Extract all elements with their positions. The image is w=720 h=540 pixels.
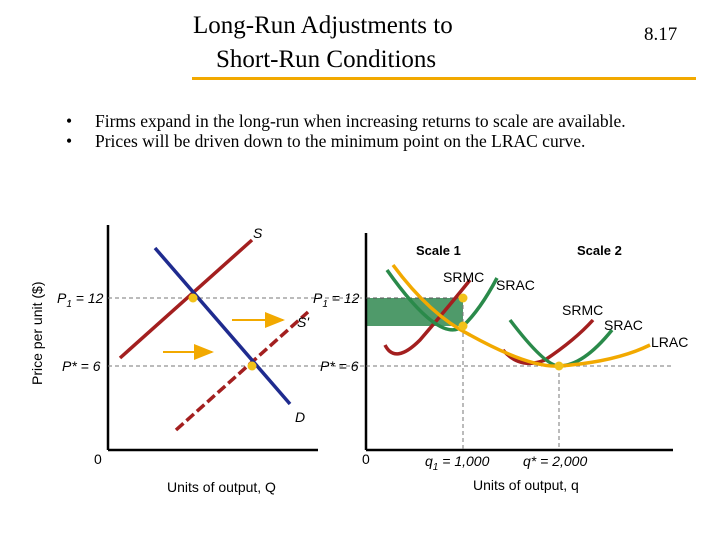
equilibrium-point-pstar (247, 361, 257, 371)
supply-curve-s (118, 238, 254, 360)
label-s-prime: S' (297, 314, 310, 330)
right-firm-graph: Scale 1 Scale 2 SRMC SRAC SRMC SRAC LRAC… (313, 233, 688, 493)
label-scale1: Scale 1 (416, 243, 461, 258)
title-divider (192, 77, 696, 80)
slide-title-line1: Long-Run Adjustments to (193, 12, 453, 39)
qstar-label: q* = 2,000 (523, 453, 587, 469)
bullet-item: • Prices will be driven down to the minim… (62, 131, 712, 151)
label-srmc-2: SRMC (562, 302, 603, 318)
label-s: S (253, 225, 263, 241)
equilibrium-point-p1 (188, 293, 198, 303)
point-lrac-min (554, 361, 564, 371)
bullet-item: • Firms expand in the long-run when incre… (62, 111, 712, 131)
left-p1-label: P1 = 12 (57, 290, 104, 310)
label-lrac: LRAC (651, 334, 688, 350)
label-scale2: Scale 2 (577, 243, 622, 258)
bullet-text-2: Prices will be driven down to the minimu… (95, 131, 586, 151)
left-origin: 0 (94, 451, 102, 467)
left-market-graph: S S' D P1 = 12 P* = 6 0 Price per unit (… (29, 225, 365, 495)
bullet-dot: • (66, 131, 73, 151)
label-srac-1: SRAC (496, 277, 535, 293)
bullet-dot: • (66, 111, 73, 131)
demand-curve-d (153, 246, 292, 406)
y-axis-label: Price per unit ($) (29, 282, 45, 385)
slide-title-line2: Short-Run Conditions (216, 46, 437, 73)
right-p1-label: P1 = 12 (313, 290, 360, 310)
bullet-text-1: Firms expand in the long-run when increa… (95, 111, 626, 131)
slide-number: 8.17 (644, 24, 678, 45)
bullet-list: • Firms expand in the long-run when incre… (62, 111, 712, 151)
lrac-curve (391, 263, 651, 368)
point-scale1-srac-min (458, 321, 468, 331)
left-x-axis-label: Units of output, Q (167, 479, 276, 495)
left-pstar-label: P* = 6 (62, 358, 101, 374)
right-origin: 0 (362, 451, 370, 467)
right-x-axis-label: Units of output, q (473, 477, 579, 493)
supply-curve-s-prime (174, 310, 310, 432)
point-scale1-price (458, 293, 468, 303)
q1-label: q1 = 1,000 (425, 453, 490, 473)
srmc-curve-scale1 (383, 278, 472, 356)
right-pstar-label: P* = 6 (320, 358, 359, 374)
label-d: D (295, 409, 305, 425)
label-srac-2: SRAC (604, 317, 643, 333)
label-srmc-1: SRMC (443, 269, 484, 285)
